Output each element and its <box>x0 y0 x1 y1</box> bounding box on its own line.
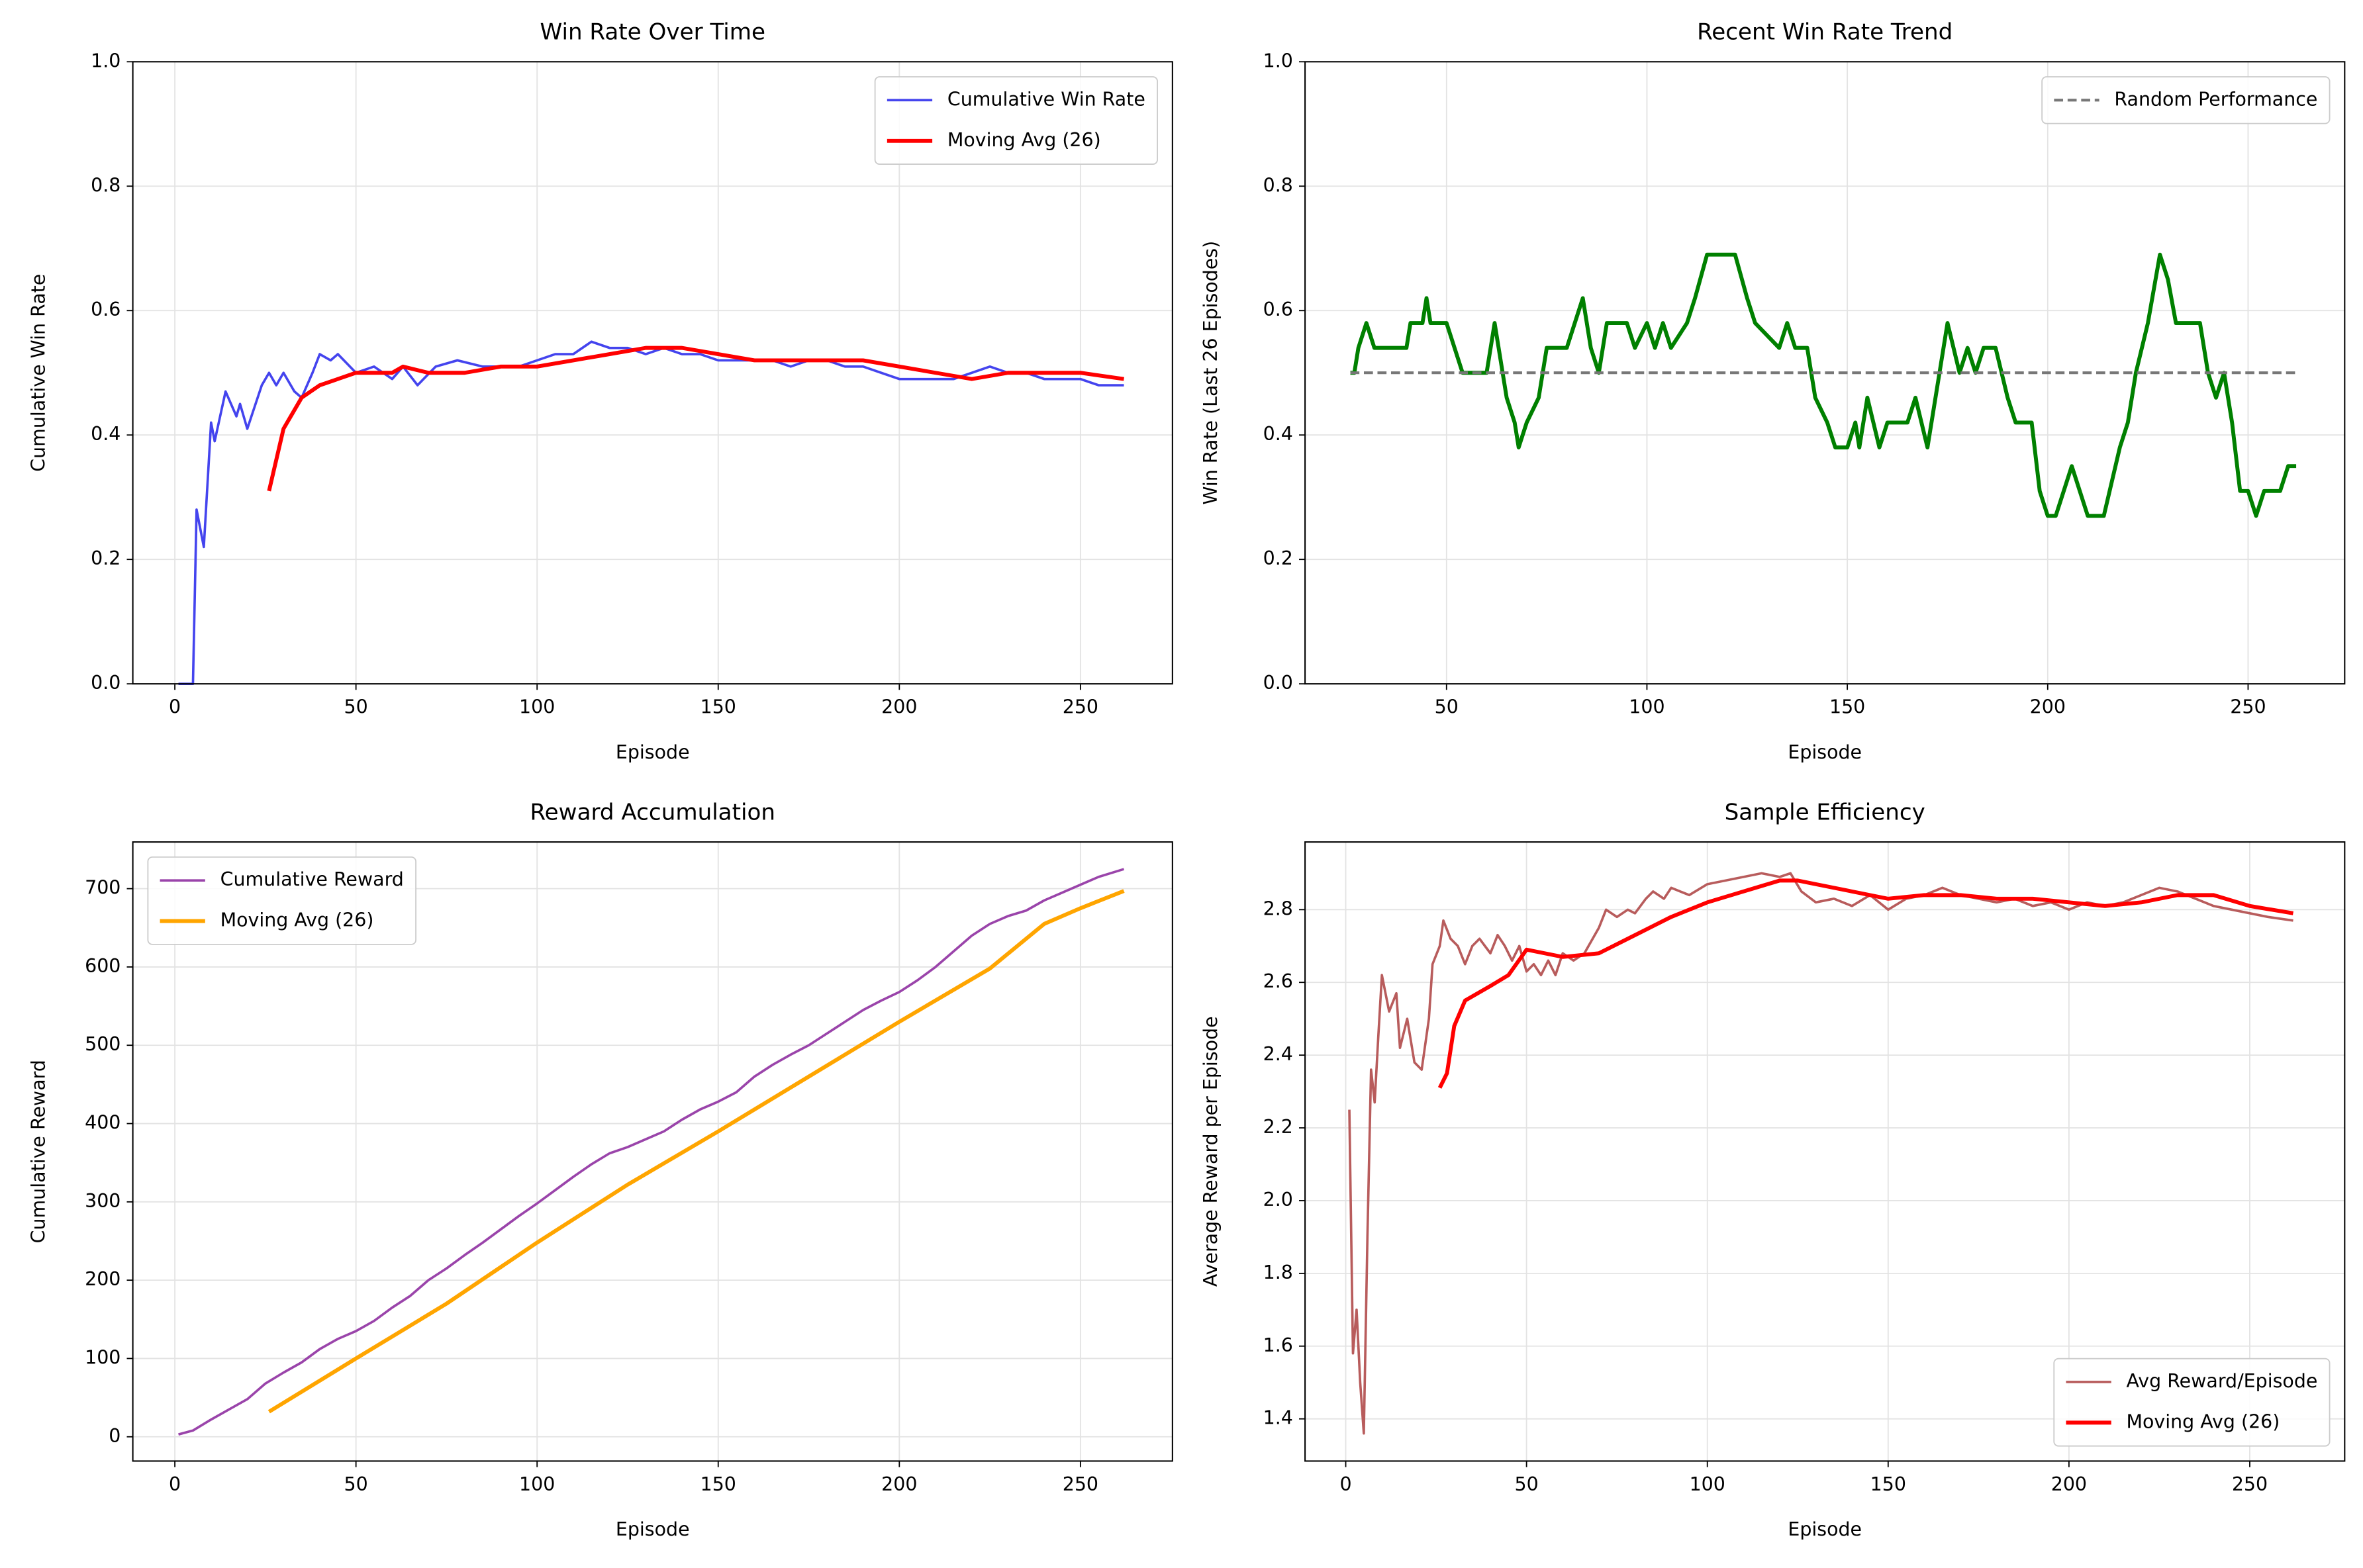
y-tick-label: 0.4 <box>1263 423 1293 445</box>
y-tick-label: 2.8 <box>1263 898 1293 919</box>
y-tick-label: 200 <box>85 1268 121 1290</box>
y-axis-label: Average Reward per Episode <box>1200 1016 1222 1287</box>
y-tick-label: 100 <box>85 1346 121 1368</box>
y-tick-label: 0.2 <box>91 547 121 569</box>
y-tick-label: 1.8 <box>1263 1262 1293 1283</box>
x-tick-label: 50 <box>344 1473 368 1495</box>
y-axis-label: Win Rate (Last 26 Episodes) <box>1200 241 1222 505</box>
legend-label: Cumulative Win Rate <box>947 88 1145 110</box>
y-tick-label: 0.6 <box>91 299 121 320</box>
line-series <box>1437 878 2293 1089</box>
legend: Avg Reward/Episode Moving Avg (26) <box>2053 1358 2331 1447</box>
legend-label: Cumulative Reward <box>220 868 404 890</box>
x-tick-label: 200 <box>2051 1473 2087 1495</box>
chart-title: Reward Accumulation <box>530 799 775 825</box>
line-series <box>178 340 1124 685</box>
legend-box <box>2041 76 2331 124</box>
chart-title: Recent Win Rate Trend <box>1697 19 1953 46</box>
legend-label: Moving Avg (26) <box>2127 1410 2280 1432</box>
legend-label: Avg Reward/Episode <box>2127 1370 2318 1392</box>
x-tick-label: 100 <box>1629 696 1664 718</box>
y-tick-label: 0.6 <box>1263 299 1293 320</box>
y-tick-label: 600 <box>85 955 121 977</box>
x-tick-label: 150 <box>700 1473 736 1495</box>
y-tick-label: 0.2 <box>1263 547 1293 569</box>
legend-box <box>874 76 1158 165</box>
y-tick-label: 0.0 <box>1263 672 1293 694</box>
legend: Random Performance <box>2041 76 2331 124</box>
y-tick-label: 2.2 <box>1263 1116 1293 1138</box>
legend: Cumulative Reward Moving Avg (26) <box>147 856 416 945</box>
legend-label: Moving Avg (26) <box>947 129 1101 151</box>
x-tick-label: 200 <box>2030 696 2066 718</box>
y-tick-label: 0.4 <box>91 423 121 445</box>
x-tick-label: 250 <box>2232 1473 2268 1495</box>
x-tick-label: 100 <box>1690 1473 1725 1495</box>
y-tick-label: 1.0 <box>91 50 121 71</box>
x-axis-label: Episode <box>1788 1518 1862 1540</box>
y-tick-label: 0.0 <box>91 672 121 694</box>
y-tick-label: 0 <box>109 1425 121 1447</box>
x-tick-label: 150 <box>1829 696 1865 718</box>
legend: Cumulative Win Rate Moving Avg (26) <box>874 76 1158 165</box>
y-tick-label: 500 <box>85 1033 121 1055</box>
y-tick-label: 2.6 <box>1263 970 1293 992</box>
y-tick-label: 2.4 <box>1263 1043 1293 1065</box>
x-tick-label: 100 <box>519 696 555 718</box>
line-series <box>1350 252 2297 518</box>
y-tick-label: 300 <box>85 1190 121 1212</box>
line-series <box>267 346 1124 492</box>
x-tick-label: 0 <box>1340 1473 1352 1495</box>
x-tick-label: 200 <box>881 696 917 718</box>
legend-box <box>2053 1358 2331 1447</box>
y-axis-label: Cumulative Reward <box>28 1060 50 1243</box>
chart-title: Win Rate Over Time <box>540 19 765 46</box>
y-tick-label: 1.0 <box>1263 50 1293 71</box>
y-tick-label: 1.6 <box>1263 1334 1293 1356</box>
x-tick-label: 50 <box>1515 1473 1539 1495</box>
x-tick-label: 250 <box>2230 696 2266 718</box>
x-axis-label: Episode <box>616 1518 690 1540</box>
x-tick-label: 150 <box>1870 1473 1906 1495</box>
y-tick-label: 1.4 <box>1263 1407 1293 1429</box>
y-tick-label: 400 <box>85 1112 121 1134</box>
legend-label: Random Performance <box>2114 88 2317 110</box>
y-tick-label: 0.8 <box>1263 174 1293 196</box>
y-tick-label: 700 <box>85 877 121 899</box>
x-tick-label: 0 <box>169 1473 181 1495</box>
x-axis-label: Episode <box>1788 741 1862 763</box>
x-tick-label: 150 <box>700 696 736 718</box>
x-tick-label: 0 <box>169 696 181 718</box>
x-axis-label: Episode <box>616 741 690 763</box>
y-axis-label: Cumulative Win Rate <box>28 274 50 472</box>
chart-title: Sample Efficiency <box>1725 799 1925 825</box>
axes-frame <box>132 841 1173 1462</box>
legend-label: Moving Avg (26) <box>220 909 374 931</box>
line-series <box>1348 872 2293 1435</box>
x-tick-label: 250 <box>1063 1473 1098 1495</box>
line-series <box>178 868 1125 1436</box>
x-tick-label: 200 <box>881 1473 917 1495</box>
axes-frame <box>1304 841 2346 1462</box>
x-tick-label: 50 <box>344 696 368 718</box>
y-tick-label: 0.8 <box>91 174 121 196</box>
legend-box <box>147 856 416 945</box>
x-tick-label: 100 <box>519 1473 555 1495</box>
y-tick-label: 2.0 <box>1263 1189 1293 1211</box>
line-series <box>267 889 1125 1414</box>
x-tick-label: 50 <box>1435 696 1459 718</box>
axes-frame <box>132 61 1173 685</box>
x-tick-label: 250 <box>1063 696 1098 718</box>
axes-frame <box>1304 61 2346 685</box>
